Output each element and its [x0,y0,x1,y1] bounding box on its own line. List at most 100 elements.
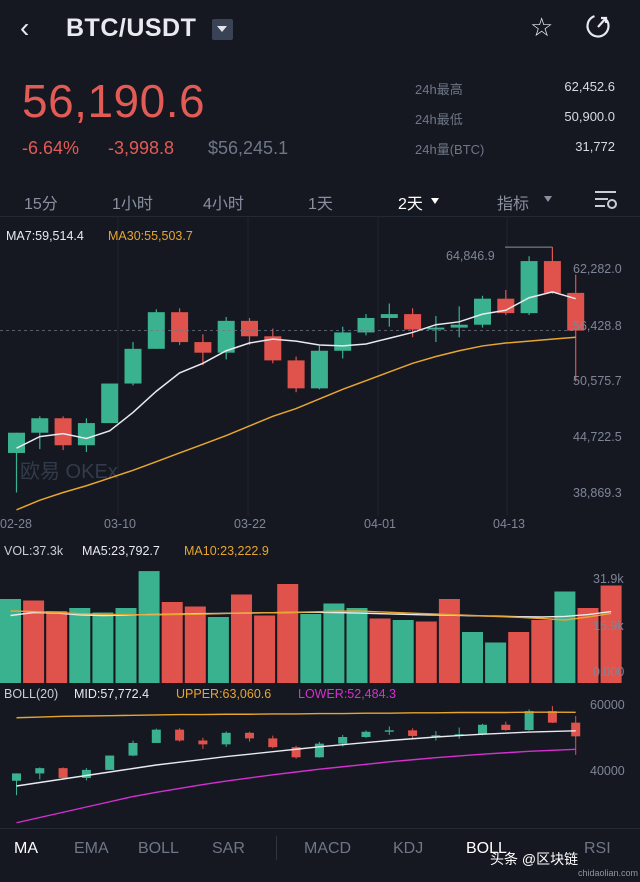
volume-bar [577,608,599,683]
boll-candle-body [478,724,487,735]
candle-body [264,336,282,361]
indicator-tab-macd[interactable]: MACD [304,840,352,857]
candlestick-chart[interactable] [0,216,640,516]
boll-candle-body [431,735,441,737]
pair-title[interactable]: BTC/USDT [66,14,197,42]
boll-candle-body [524,711,534,730]
stat-high-label: 24h最高 [415,82,463,97]
ma30-label: MA30:55,503.7 [108,229,193,243]
candle-body [310,350,328,389]
tab-15min[interactable]: 15分 [24,196,58,213]
candle-body [427,327,445,330]
vol-y-tick-1: 31.9k [593,572,624,586]
indicator-tab-boll-sub[interactable]: BOLL [466,840,507,857]
tab-1hour[interactable]: 1小时 [112,196,153,213]
boll-candle-body [58,768,68,778]
boll-candle-body [35,768,45,774]
candle-body [241,320,258,337]
y-tick-3: 50,575.7 [573,374,622,388]
tab-2day[interactable]: 2天 [398,196,423,213]
volume-bar [415,621,437,683]
divider [0,216,640,217]
volume-bar [531,620,553,683]
boll-candle-body [338,737,348,744]
candle-body [194,342,212,353]
indicator-tab-ema[interactable]: EMA [74,840,109,857]
indicator-tab-boll[interactable]: BOLL [138,840,179,857]
boll-candle-body [384,730,394,732]
candle-body [54,418,72,446]
volume-bar [462,632,483,683]
y-tick-1: 62,282.0 [573,262,622,276]
boll-candle-body [245,732,254,739]
indicator-tab-kdj[interactable]: KDJ [393,840,424,857]
candle-body [287,360,305,389]
boll-y-tick-1: 60000 [590,698,625,712]
volume-bar [554,591,576,683]
candle-body [334,332,352,351]
candle-body [171,312,189,343]
volume-bar [0,599,21,683]
volume-bar [207,617,229,683]
source-site: chidaolian.com [578,868,639,878]
volume-chart[interactable] [0,555,640,685]
volume-bar [254,615,276,683]
candle-body [31,418,49,433]
boll-candle-body [361,731,371,737]
boll-candle-body [501,724,511,730]
indicator-tab-sar[interactable]: SAR [212,840,245,857]
ma7-label: MA7:59,514.4 [6,229,84,243]
candle-body [497,298,515,314]
boll-candle-body [175,729,185,741]
boll-candle-body [454,734,464,736]
volume-bar [600,585,622,683]
boll-chart[interactable] [0,700,640,830]
candle-body [357,317,375,333]
boll-upper-label: UPPER:63,060.6 [176,687,272,701]
indicator-tab-rsi[interactable]: RSI [584,840,611,857]
timeframe-dropdown-icon[interactable] [431,198,439,204]
boll-candle-body [81,769,91,778]
tab-4hour[interactable]: 4小时 [203,196,244,213]
indicator-dropdown-icon[interactable] [544,196,552,202]
x-date-3: 03-22 [234,517,266,531]
stat-volume-label: 24h量(BTC) [415,142,485,157]
candle-body [380,314,398,318]
boll-candle-body [314,743,324,758]
boll-candle-body [571,722,581,737]
stat-low-label: 24h最低 [415,112,463,127]
x-date-4: 04-01 [364,517,396,531]
x-date-5: 04-13 [493,517,525,531]
volume-bar [115,608,137,683]
high-marker-label: 64,846.9 [446,249,495,263]
chart-settings-icon[interactable] [594,189,618,211]
volume-bar [369,618,391,683]
vol-ma10-line [10,610,612,621]
boll-candle-body [408,730,418,736]
vol-y-tick-3: 0.000 [593,665,625,679]
tab-indicator[interactable]: 指标 [497,196,530,213]
back-icon[interactable]: ‹ [20,12,30,43]
volume-bar [485,642,507,683]
boll-lower-line [16,748,576,824]
tab-1day[interactable]: 1天 [308,196,333,213]
ma7-line [16,291,576,449]
divider [0,828,640,829]
boll-candle-body [268,738,278,748]
candle-body [543,261,561,293]
y-tick-2: 56,428.8 [573,319,622,333]
candle-body [567,292,585,331]
boll-candle-body [151,729,161,743]
indicator-tab-ma[interactable]: MA [14,840,38,857]
volume-bar [438,599,460,683]
boll-candle-body [128,742,138,756]
favorite-star-icon[interactable]: ☆ [530,12,554,42]
source-watermark: 头条 @区块链 [490,851,579,867]
share-icon[interactable] [584,12,612,40]
boll-y-tick-2: 40000 [590,764,625,778]
volume-bar [300,614,322,683]
boll-candle-body [105,755,115,770]
y-tick-5: 38,869.3 [573,486,622,500]
pair-dropdown-icon[interactable] [212,19,233,40]
boll-candle-body [12,773,21,781]
